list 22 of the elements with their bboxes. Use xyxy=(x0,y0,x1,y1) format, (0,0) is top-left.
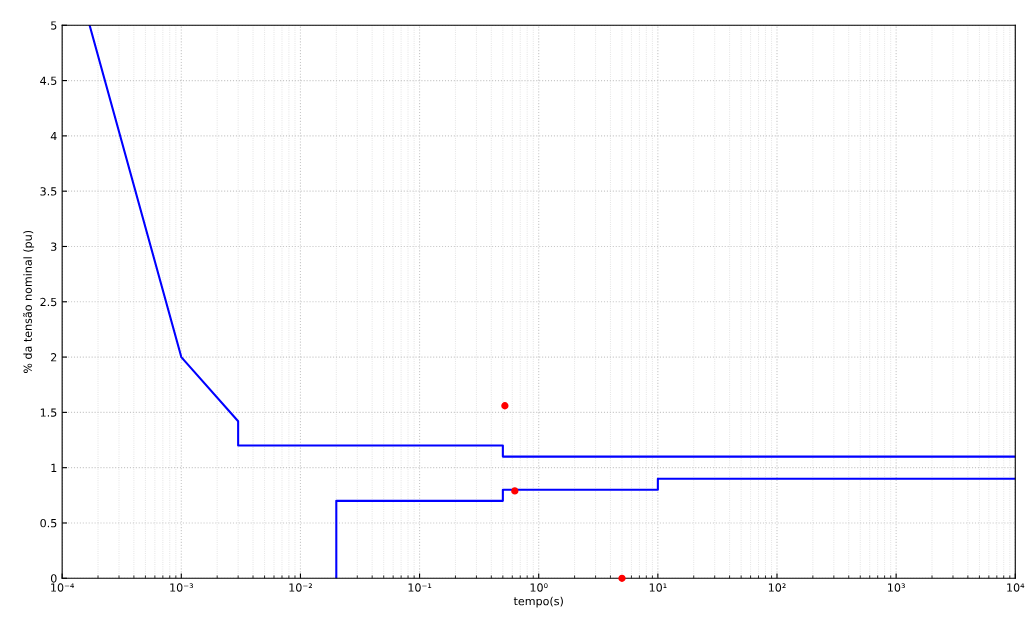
x-tick-label: 10⁻⁴ xyxy=(51,583,75,592)
x-tick-label: 10⁻³ xyxy=(170,583,193,592)
y-tick-label: 3 xyxy=(51,242,57,251)
y-tick-label: 3.5 xyxy=(40,187,57,196)
x-tick-label: 10⁰ xyxy=(530,583,548,592)
x-tick-label: 10⁴ xyxy=(1007,583,1025,592)
y-axis-title: % da tensão nominal (pu) xyxy=(23,230,35,373)
y-tick-label: 2 xyxy=(51,353,57,362)
x-tick-label: 10³ xyxy=(888,583,905,592)
x-tick-label: 10⁻² xyxy=(289,583,312,592)
y-tick-label: 2.5 xyxy=(40,297,57,307)
x-tick-label: 10² xyxy=(768,583,786,592)
y-tick-label: 0.5 xyxy=(40,518,57,528)
y-tick-label: 0 xyxy=(50,574,57,583)
x-tick-label: 10⁻¹ xyxy=(408,583,432,592)
x-axis-title: tempo(s) xyxy=(513,596,563,608)
y-tick-label: 1 xyxy=(51,463,57,472)
y-tick-label: 5 xyxy=(51,21,57,30)
y-tick-label: 4 xyxy=(50,132,57,141)
y-tick-label: 1.5 xyxy=(40,408,57,417)
x-tick-label: 10¹ xyxy=(649,583,667,592)
y-tick-label: 4.5 xyxy=(40,76,57,85)
